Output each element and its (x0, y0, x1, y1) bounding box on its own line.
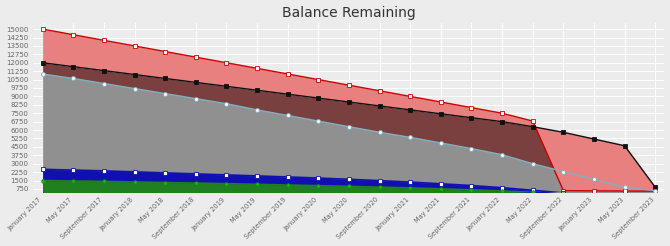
Title: Balance Remaining: Balance Remaining (282, 6, 416, 19)
